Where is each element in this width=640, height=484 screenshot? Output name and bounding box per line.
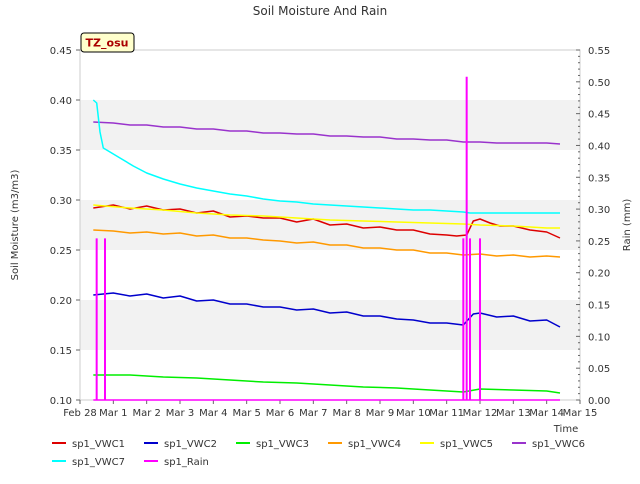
legend-label-sp1_VWC5: sp1_VWC5 [440,439,493,450]
y-tick-label-4: 0.30 [50,196,72,207]
y2-tick-label-3: 0.15 [588,301,610,312]
x-tick-label-0: Feb 28 [63,408,97,419]
x-tick-label-11: Mar 11 [429,408,464,419]
legend-label-sp1_VWC3: sp1_VWC3 [256,439,309,450]
x-tick-label-15: Mar 15 [563,408,598,419]
legend-label-sp1_VWC4: sp1_VWC4 [348,439,401,450]
y2-axis: 0.00 0.05 0.10 0.15 0.20 0.25 0.30 0.35 0.40 0.45… [576,46,610,407]
site-label-box: TZ_osu [80,32,135,53]
y2-tick-label-11: 0.55 [588,46,610,57]
y-tick-label-2: 0.20 [50,296,72,307]
series-line-sp1_VWC1 [93,204,561,239]
y2-tick-label-7: 0.35 [588,173,610,184]
y-axis: 0.10 0.15 0.20 0.25 0.30 0.35 0.40 0.45 [50,46,80,407]
legend: sp1_VWC1 sp1_VWC2 sp1_VWC3 sp1_VWC4 sp1_VWC5… [52,439,585,468]
series-line-sp1_VWC6 [93,121,561,145]
x-tick-label-6: Mar 6 [266,408,294,419]
grid-band-2 [80,100,580,150]
x-tick-label-5: Mar 5 [232,408,260,419]
x-tick-label-13: Mar 13 [496,408,531,419]
legend-label-sp1_VWC2: sp1_VWC2 [164,439,217,450]
x-tick-label-12: Mar 12 [463,408,498,419]
y-tick-label-1: 0.15 [50,346,72,357]
y-axis-label: Soil Moisture (m3/m3) [10,170,21,281]
y2-axis-label: Rain (mm) [622,199,633,252]
y2-tick-label-6: 0.30 [588,205,610,216]
y-tick-label-3: 0.25 [50,246,72,257]
y2-tick-label-8: 0.40 [588,141,610,152]
series-line-sp1_VWC4 [93,229,561,258]
x-tick-label-7: Mar 7 [299,408,327,419]
y2-tick-label-10: 0.50 [588,78,610,89]
y2-tick-label-0: 0.00 [588,396,610,407]
legend-label-sp1_VWC1: sp1_VWC1 [72,439,125,450]
x-tick-label-14: Mar 14 [529,408,564,419]
x-tick-label-10: Mar 10 [396,408,431,419]
series-line-sp1_VWC2 [93,292,561,328]
series-layer [92,99,561,394]
y-tick-label-6: 0.40 [50,96,72,107]
x-tick-label-9: Mar 9 [366,408,394,419]
y2-tick-label-9: 0.45 [588,110,610,121]
y2-tick-label-1: 0.05 [588,364,610,375]
y-tick-label-7: 0.45 [50,46,72,57]
x-tick-label-4: Mar 4 [199,408,227,419]
series-line-sp1_VWC7 [92,99,560,214]
y2-tick-label-2: 0.10 [588,332,610,343]
y-tick-label-5: 0.35 [50,146,72,157]
x-tick-label-1: Mar 1 [99,408,127,419]
legend-label-sp1_VWC6: sp1_VWC6 [532,439,585,450]
series-line-sp1_VWC5 [93,204,560,229]
legend-label-sp1_VWC7: sp1_VWC7 [72,457,125,468]
rain-layer [93,76,560,401]
grid-band-0 [80,300,580,350]
chart-title: Soil Moisture And Rain [253,4,388,18]
x-tick-label-2: Mar 2 [132,408,160,419]
series-line-sp1_VWC3 [93,374,561,394]
y2-tick-label-4: 0.20 [588,269,610,280]
site-label: TZ_osu [86,37,129,50]
x-axis-label: Time [553,424,578,435]
x-axis: Feb 28 Mar 1 Mar 2 Mar 3 Mar 4 Mar 5 Mar 6 Mar … [63,400,597,419]
legend-label-sp1_Rain: sp1_Rain [164,457,209,468]
x-tick-label-3: Mar 3 [166,408,194,419]
y2-tick-label-5: 0.25 [588,237,610,248]
y-tick-label-0: 0.10 [50,396,72,407]
x-tick-label-8: Mar 8 [332,408,360,419]
